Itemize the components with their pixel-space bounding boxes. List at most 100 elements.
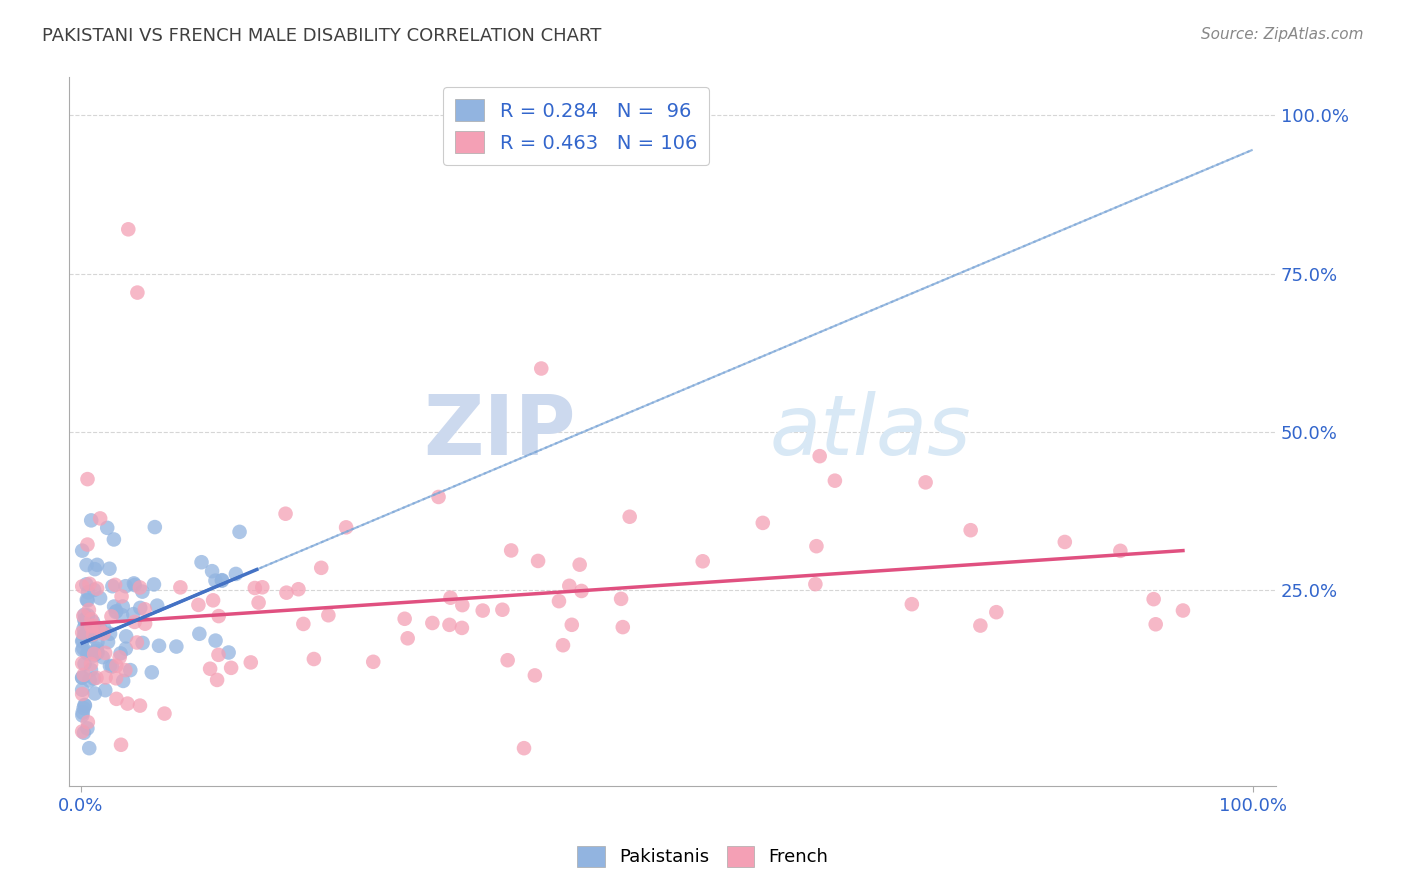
Point <box>969 618 991 632</box>
Point <box>211 573 233 587</box>
Point <box>80 612 103 626</box>
Point <box>188 627 211 641</box>
Point <box>70 671 93 685</box>
Point <box>471 603 494 617</box>
Point <box>571 584 593 599</box>
Point <box>243 581 266 595</box>
Point <box>101 579 124 593</box>
Point <box>202 593 225 607</box>
Point <box>561 617 583 632</box>
Point <box>335 520 357 534</box>
Point <box>523 668 546 682</box>
Point <box>491 603 513 617</box>
Point <box>77 618 100 632</box>
Point <box>204 574 226 588</box>
Point <box>76 626 98 640</box>
Point <box>72 641 94 656</box>
Point <box>114 579 136 593</box>
Point <box>72 706 94 720</box>
Point <box>103 599 125 614</box>
Point <box>527 554 550 568</box>
Point <box>112 673 135 688</box>
Point <box>90 624 112 638</box>
Point <box>72 609 94 624</box>
Point <box>292 616 315 631</box>
Point <box>804 577 827 591</box>
Point <box>80 513 103 527</box>
Point <box>73 698 96 712</box>
Point <box>70 671 93 685</box>
Point <box>551 638 574 652</box>
Point <box>252 580 274 594</box>
Point <box>91 650 114 665</box>
Point <box>120 663 142 677</box>
Point <box>451 621 474 635</box>
Point <box>198 662 221 676</box>
Point <box>108 650 131 665</box>
Point <box>169 580 191 594</box>
Point <box>76 593 98 607</box>
Point <box>1143 592 1166 607</box>
Point <box>103 533 125 547</box>
Point <box>752 516 775 530</box>
Point <box>76 472 98 486</box>
Point <box>80 657 103 671</box>
Point <box>98 658 121 673</box>
Point <box>129 698 152 713</box>
Point <box>276 585 298 599</box>
Point <box>211 574 233 588</box>
Point <box>228 524 250 539</box>
Point <box>70 643 93 657</box>
Point <box>110 646 132 660</box>
Point <box>114 641 136 656</box>
Point <box>824 474 846 488</box>
Point <box>73 726 96 740</box>
Point <box>82 615 104 629</box>
Point <box>94 646 117 660</box>
Point <box>93 621 115 635</box>
Point <box>218 646 240 660</box>
Point <box>73 613 96 627</box>
Point <box>558 579 581 593</box>
Point <box>86 635 108 649</box>
Point <box>84 562 107 576</box>
Point <box>302 652 325 666</box>
Legend: R = 0.284   N =  96, R = 0.463   N = 106: R = 0.284 N = 96, R = 0.463 N = 106 <box>443 87 709 165</box>
Point <box>309 561 332 575</box>
Point <box>959 523 981 537</box>
Point <box>808 449 831 463</box>
Point <box>114 663 136 677</box>
Point <box>806 539 828 553</box>
Text: PAKISTANI VS FRENCH MALE DISABILITY CORRELATION CHART: PAKISTANI VS FRENCH MALE DISABILITY CORR… <box>42 27 602 45</box>
Point <box>143 577 166 591</box>
Point <box>70 687 93 701</box>
Point <box>73 621 96 635</box>
Point <box>117 697 139 711</box>
Point <box>247 596 270 610</box>
Point <box>86 623 108 637</box>
Point <box>619 509 641 524</box>
Point <box>287 582 309 597</box>
Point <box>187 598 209 612</box>
Point <box>610 591 633 606</box>
Point <box>143 520 166 534</box>
Point <box>72 633 94 648</box>
Point <box>72 701 94 715</box>
Point <box>70 625 93 640</box>
Point <box>76 558 98 572</box>
Point <box>568 558 591 572</box>
Point <box>105 671 128 685</box>
Point <box>75 616 97 631</box>
Point <box>146 599 169 613</box>
Point <box>94 670 117 684</box>
Point <box>86 671 108 685</box>
Point <box>122 576 145 591</box>
Point <box>1053 535 1076 549</box>
Point <box>76 715 98 730</box>
Point <box>127 285 149 300</box>
Point <box>318 608 340 623</box>
Point <box>225 566 247 581</box>
Point <box>89 591 111 606</box>
Point <box>104 578 127 592</box>
Point <box>153 706 176 721</box>
